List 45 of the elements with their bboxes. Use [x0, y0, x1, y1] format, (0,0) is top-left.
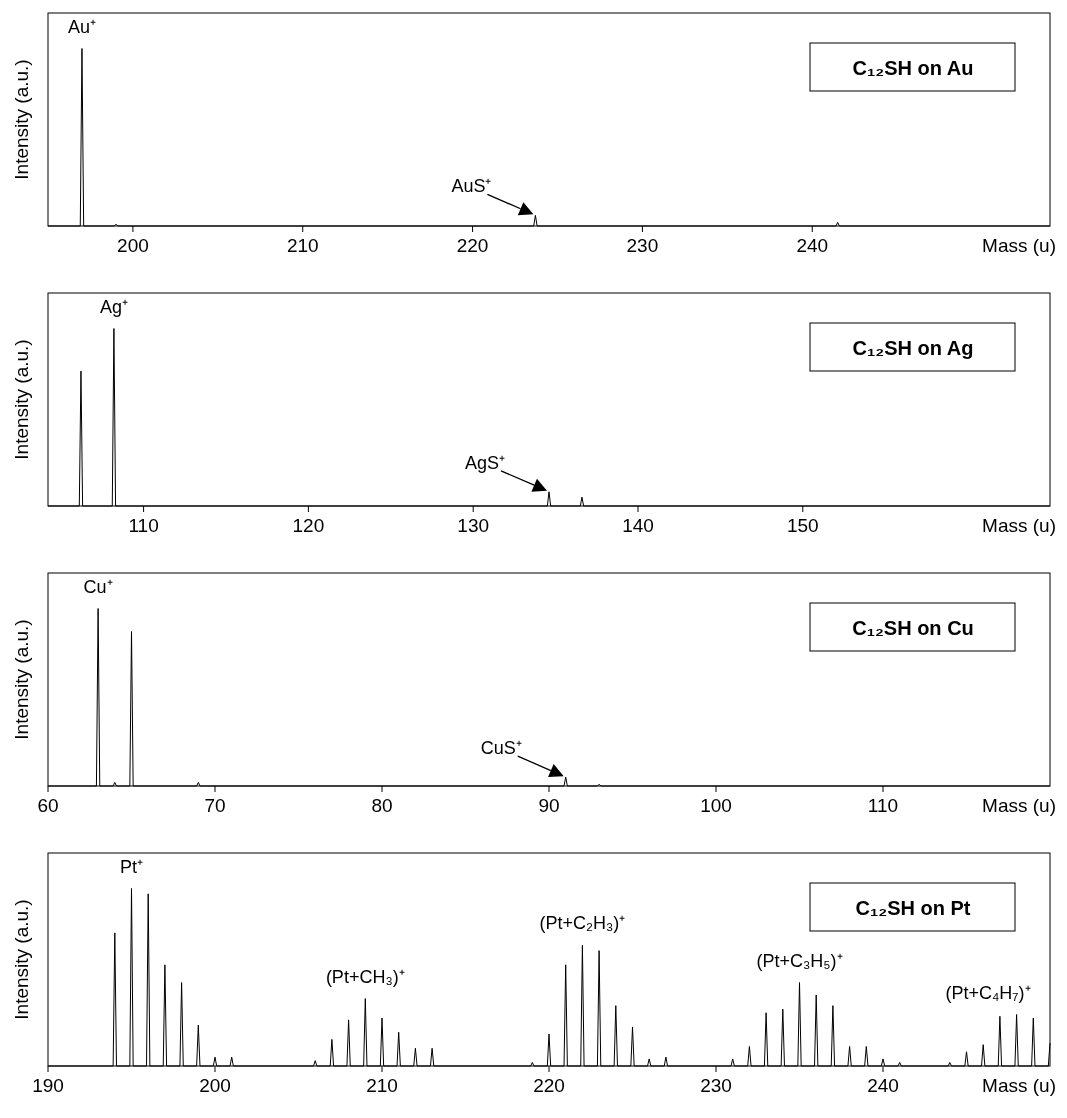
y-axis-title: Intensity (a.u.)	[11, 339, 32, 460]
x-tick-label: 230	[626, 235, 659, 256]
x-tick-label: 90	[538, 795, 560, 816]
x-tick-label: 80	[371, 795, 393, 816]
x-tick-label: 240	[867, 1075, 899, 1096]
x-axis-title: Mass (u)	[982, 795, 1056, 816]
annotation: CuS⁺	[480, 738, 522, 759]
annotation: (Pt+C₂H₃)⁺	[539, 913, 626, 934]
x-tick-label: 210	[286, 235, 319, 256]
x-tick-label: 70	[204, 795, 226, 816]
x-tick-label: 110	[128, 515, 159, 536]
x-tick-label: 210	[366, 1075, 398, 1096]
x-tick-label: 220	[456, 235, 489, 256]
annotation: Ag⁺	[99, 296, 128, 317]
annotation: (Pt+CH₃)⁺	[325, 966, 405, 987]
x-tick-label: 220	[533, 1075, 565, 1096]
x-axis-title: Mass (u)	[982, 1075, 1056, 1096]
annotation: AuS⁺	[451, 176, 492, 197]
y-axis-title: Intensity (a.u.)	[11, 899, 32, 1020]
annotation: (Pt+C₃H₅)⁺	[756, 950, 843, 971]
chart-title: C₁₂SH on Ag	[852, 337, 974, 359]
annotation: Pt⁺	[119, 856, 144, 877]
x-tick-label: 200	[117, 235, 149, 256]
annotation: AgS⁺	[464, 452, 505, 473]
x-tick-label: 230	[700, 1075, 732, 1096]
y-axis-title: Intensity (a.u.)	[11, 59, 32, 180]
chart-title: C₁₂SH on Au	[852, 57, 974, 79]
x-tick-label: 190	[32, 1075, 64, 1096]
y-axis-title: Intensity (a.u.)	[11, 619, 32, 740]
chart-title: C₁₂SH on Cu	[852, 617, 974, 639]
x-tick-label: 140	[622, 515, 654, 536]
x-tick-label: 110	[867, 795, 899, 816]
annotation: (Pt+C₄H₇)⁺	[945, 982, 1031, 1003]
x-tick-label: 100	[700, 795, 732, 816]
x-axis-title: Mass (u)	[982, 235, 1056, 256]
annotation: Cu⁺	[83, 576, 113, 597]
chart-title: C₁₂SH on Pt	[855, 897, 971, 919]
x-axis-title: Mass (u)	[982, 515, 1056, 536]
x-tick-label: 130	[457, 515, 490, 536]
x-tick-label: 150	[786, 515, 819, 536]
x-tick-label: 200	[199, 1075, 231, 1096]
x-tick-label: 60	[37, 795, 59, 816]
x-tick-label: 120	[292, 515, 325, 536]
annotation: Au⁺	[67, 16, 96, 37]
x-tick-label: 240	[796, 235, 829, 256]
